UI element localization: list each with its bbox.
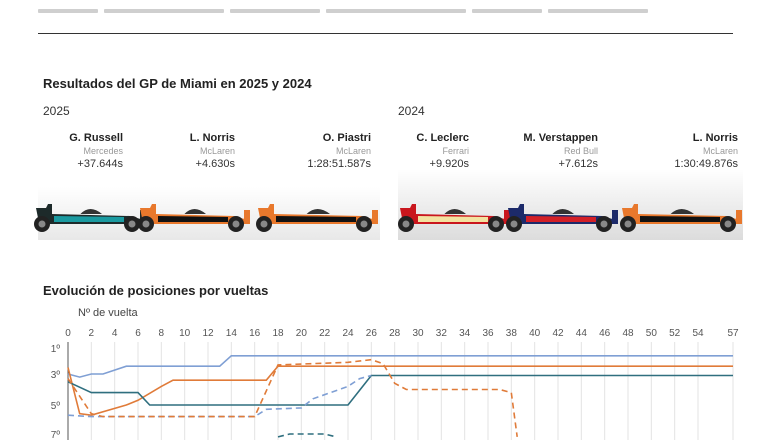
positions-line-chart: 0 2 4 6 8 10 12 14 16 18 20 22 24 26 28 30 32 34 36 38 40 42 4… xyxy=(51,328,739,440)
results-title: Resultados del GP de Miami en 2025 y 202… xyxy=(43,76,312,91)
results-panel-2024: C. Leclerc Ferrari +9.920s M. Verstappen… xyxy=(398,122,743,240)
x-tick-label: 4 xyxy=(112,328,118,339)
series-line xyxy=(67,358,518,438)
x-tick-label: 54 xyxy=(692,328,704,339)
x-tick-label: 44 xyxy=(576,328,588,339)
x-tick-label: 6 xyxy=(135,328,141,339)
race-time: +9.920s xyxy=(429,158,469,170)
driver-name: L. Norris xyxy=(692,132,738,144)
wheel-hub xyxy=(724,220,732,228)
top-decoration xyxy=(38,0,728,13)
f1-car-icon xyxy=(256,204,378,232)
series-line xyxy=(67,374,372,418)
driver-card: L. Norris McLaren 1:30:49.876s xyxy=(628,132,738,170)
car-body xyxy=(258,204,378,224)
driver-card: O. Piastri McLaren 1:28:51.587s xyxy=(261,132,371,170)
f1-car-icon xyxy=(398,204,510,232)
driver-card: G. Russell Mercedes +37.644s xyxy=(13,132,123,170)
wheel-hub xyxy=(600,220,608,228)
race-time: 1:28:51.587s xyxy=(307,158,371,170)
x-tick-label: 32 xyxy=(436,328,448,339)
team-name: Red Bull xyxy=(563,146,598,156)
team-name: McLaren xyxy=(335,146,371,156)
race-time: +37.644s xyxy=(77,158,123,170)
wheel-hub xyxy=(510,220,518,228)
x-tick-label: 8 xyxy=(159,328,165,339)
x-tick-label: 28 xyxy=(389,328,401,339)
series-line xyxy=(67,365,733,417)
x-tick-label: 48 xyxy=(622,328,634,339)
team-name: Mercedes xyxy=(83,146,123,156)
y-tick-label: 7º xyxy=(51,430,61,440)
f1-car-icon xyxy=(506,204,618,232)
car-body xyxy=(508,204,618,224)
f1-car-icon xyxy=(620,204,742,232)
wheel-hub xyxy=(360,220,368,228)
driver-name: O. Piastri xyxy=(322,132,371,144)
x-tick-label: 30 xyxy=(412,328,424,339)
race-time: +4.630s xyxy=(195,158,235,170)
driver-card: M. Verstappen Red Bull +7.612s xyxy=(488,132,598,170)
driver-card: C. Leclerc Ferrari +9.920s xyxy=(359,132,469,170)
race-time: +7.612s xyxy=(558,158,598,170)
x-tick-label: 20 xyxy=(296,328,308,339)
car-body xyxy=(622,204,742,224)
y-tick-label: 3º xyxy=(51,370,61,381)
car-body xyxy=(140,204,250,224)
driver-card: L. Norris McLaren +4.630s xyxy=(125,132,235,170)
y-tick-label: 5º xyxy=(51,401,61,412)
x-tick-label: 26 xyxy=(366,328,378,339)
driver-name: M. Verstappen xyxy=(523,132,598,144)
driver-name: C. Leclerc xyxy=(416,132,469,144)
wheel-hub xyxy=(142,220,150,228)
series-line xyxy=(67,355,733,378)
header-divider xyxy=(38,33,733,34)
y-tick-label: 1º xyxy=(51,344,61,355)
x-tick-label: 36 xyxy=(482,328,494,339)
x-tick-label: 14 xyxy=(226,328,238,339)
x-tick-label: 38 xyxy=(506,328,518,339)
f1-car-icon xyxy=(34,204,146,232)
team-name: Ferrari xyxy=(442,146,470,156)
wheel-hub xyxy=(260,220,268,228)
team-name: McLaren xyxy=(702,146,738,156)
x-tick-label: 16 xyxy=(249,328,261,339)
driver-name: L. Norris xyxy=(189,132,235,144)
driver-name: G. Russell xyxy=(69,132,123,144)
wheel-hub xyxy=(128,220,136,228)
x-tick-label: 50 xyxy=(646,328,658,339)
x-tick-label: 24 xyxy=(342,328,354,339)
f1-car-icon xyxy=(138,204,250,232)
x-axis-label: Nº de vuelta xyxy=(78,307,138,319)
x-tick-label: 57 xyxy=(727,328,739,339)
wheel-hub xyxy=(232,220,240,228)
wheel-hub xyxy=(624,220,632,228)
year-label-2025: 2025 xyxy=(43,104,70,118)
wheel-hub xyxy=(38,220,46,228)
series-line xyxy=(67,374,733,406)
year-label-2024: 2024 xyxy=(398,104,425,118)
race-time: 1:30:49.876s xyxy=(674,158,738,170)
x-tick-label: 10 xyxy=(179,328,191,339)
series-line xyxy=(277,433,337,438)
results-panel-2025: G. Russell Mercedes +37.644s L. Norris M… xyxy=(34,122,380,240)
x-tick-label: 46 xyxy=(599,328,611,339)
x-tick-label: 42 xyxy=(552,328,564,339)
x-tick-label: 18 xyxy=(272,328,284,339)
laps-chart-title: Evolución de posiciones por vueltas xyxy=(43,283,269,298)
x-tick-label: 2 xyxy=(89,328,95,339)
x-tick-label: 12 xyxy=(202,328,214,339)
wheel-hub xyxy=(402,220,410,228)
car-body xyxy=(400,204,510,224)
team-name: McLaren xyxy=(199,146,235,156)
x-tick-label: 0 xyxy=(65,328,71,339)
wheel-hub xyxy=(492,220,500,228)
x-tick-label: 52 xyxy=(669,328,681,339)
x-tick-label: 22 xyxy=(319,328,331,339)
x-tick-label: 34 xyxy=(459,328,471,339)
x-tick-label: 40 xyxy=(529,328,541,339)
